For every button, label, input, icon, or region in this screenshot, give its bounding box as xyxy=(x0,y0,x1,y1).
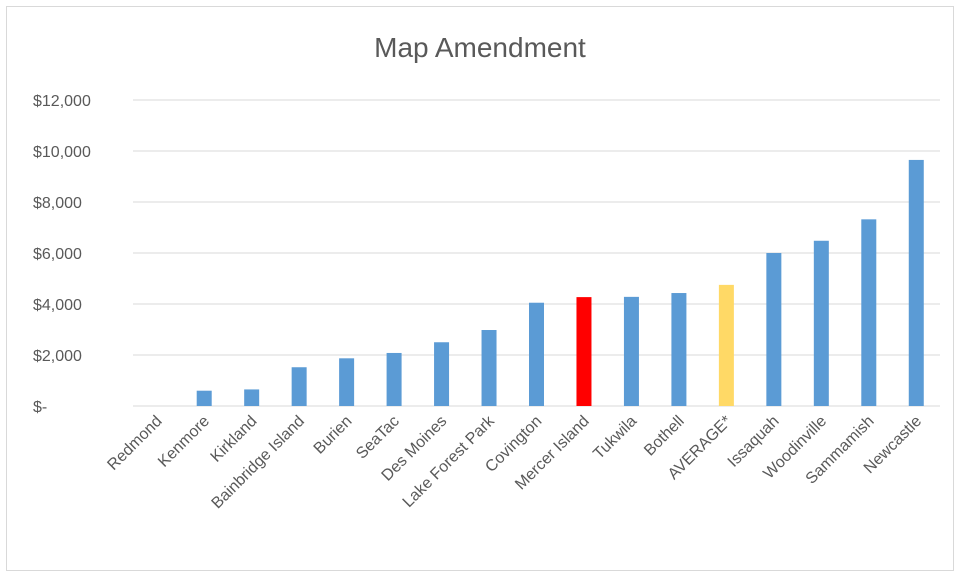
x-tick-label: Redmond xyxy=(104,413,165,474)
bar xyxy=(576,297,592,406)
bar xyxy=(529,302,544,406)
x-tick-label: Burien xyxy=(311,413,356,458)
x-tick-label: Bothell xyxy=(641,413,688,460)
x-tick-label: Tukwila xyxy=(590,413,640,463)
bar xyxy=(244,389,260,406)
bars xyxy=(196,159,924,406)
bar xyxy=(623,296,639,406)
bar xyxy=(339,358,355,406)
x-tick-label: Bainbridge Island xyxy=(209,413,308,512)
y-tick-label: $12,000 xyxy=(33,93,91,110)
bar xyxy=(813,240,829,406)
y-axis-tick-labels: $- $2,000 $4,000 $6,000 $8,000 $10,000 $12,000 xyxy=(33,93,91,416)
gridlines xyxy=(133,99,940,407)
y-tick-label: $10,000 xyxy=(33,144,91,161)
bar xyxy=(481,330,497,406)
bar xyxy=(861,219,877,406)
bar xyxy=(718,284,734,406)
y-tick-label: $8,000 xyxy=(33,195,82,212)
y-tick-label: $6,000 xyxy=(33,246,82,263)
bar xyxy=(386,352,402,406)
bar xyxy=(291,367,307,406)
bar xyxy=(671,293,687,406)
bar xyxy=(766,253,782,406)
y-tick-label: $4,000 xyxy=(33,297,82,314)
bar xyxy=(196,390,212,406)
bar xyxy=(908,159,924,406)
y-tick-label: $2,000 xyxy=(33,348,82,365)
x-tick-label: Kenmore xyxy=(155,413,213,471)
chart-title: Map Amendment xyxy=(374,32,586,63)
bar xyxy=(434,342,450,406)
y-tick-label: $- xyxy=(33,399,47,416)
